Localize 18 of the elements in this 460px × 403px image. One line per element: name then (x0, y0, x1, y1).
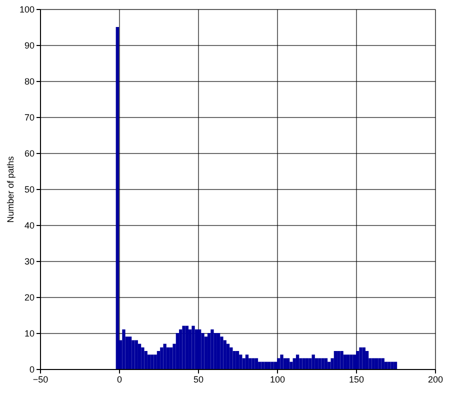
x-tick-label: 100 (270, 374, 286, 384)
y-tick-label: 90 (24, 40, 34, 50)
x-tick-label: 50 (193, 374, 204, 384)
x-tick-label: −50 (32, 374, 48, 384)
y-axis-title: Number of paths (5, 156, 16, 223)
y-tick-label: 20 (24, 292, 34, 302)
y-tick-label: 50 (24, 184, 34, 194)
y-tick-label: 30 (24, 256, 34, 266)
y-tick-label: 0 (29, 364, 34, 374)
x-tick-label: 200 (428, 374, 444, 384)
y-tick-label: 80 (24, 76, 34, 86)
y-tick-label: 100 (19, 4, 34, 14)
y-tick-label: 40 (24, 220, 34, 230)
x-tick-label: 0 (116, 374, 122, 384)
x-tick-label: 150 (348, 374, 364, 384)
y-tick-label: 10 (24, 328, 34, 338)
y-tick-label: 60 (24, 148, 34, 158)
y-tick-label: 70 (24, 112, 34, 122)
